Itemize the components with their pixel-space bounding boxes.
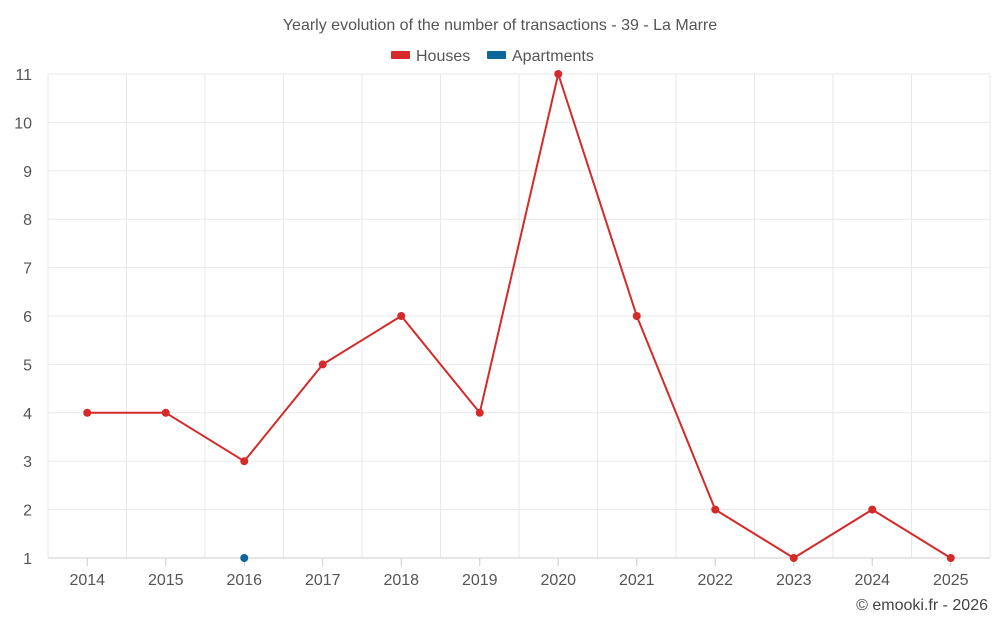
axis-layer: 1 2 3 4 5 6 7 8 9 10 11 2014 2015 2016 2017 2018 2019 202… xyxy=(14,67,990,589)
x-tick-label: 2021 xyxy=(619,572,655,589)
x-tick-label: 2017 xyxy=(305,572,341,589)
data-point-houses-2024[interactable] xyxy=(868,505,877,514)
y-tick-label: 11 xyxy=(15,67,32,84)
x-tick-label: 2018 xyxy=(383,572,419,589)
credit-text: © emooki.fr - 2026 xyxy=(856,597,988,614)
data-point-houses-2021[interactable] xyxy=(632,312,641,320)
data-point-apartments-2016[interactable] xyxy=(240,554,249,562)
y-tick-label: 10 xyxy=(14,115,32,132)
series-layer xyxy=(83,70,955,562)
data-point-houses-2015[interactable] xyxy=(161,408,170,417)
x-tick-label: 2014 xyxy=(69,572,105,589)
chart-title: Yearly evolution of the number of transa… xyxy=(283,17,717,34)
grid-layer xyxy=(47,73,991,559)
y-tick-label: 1 xyxy=(23,551,32,568)
data-point-houses-2020[interactable] xyxy=(554,70,563,78)
legend-swatch-houses xyxy=(391,51,410,59)
data-point-houses-2025[interactable] xyxy=(946,554,955,562)
x-tick-label: 2024 xyxy=(854,572,890,589)
data-point-houses-2016[interactable] xyxy=(240,457,249,466)
data-point-houses-2017[interactable] xyxy=(318,360,327,369)
y-tick-label: 8 xyxy=(23,212,32,229)
data-point-houses-2014[interactable] xyxy=(83,408,92,417)
legend-label-houses: Houses xyxy=(416,48,470,65)
y-tick-label: 9 xyxy=(23,164,32,181)
y-tick-label: 3 xyxy=(23,454,32,471)
x-tick-label: 2025 xyxy=(933,572,969,589)
legend-item-apartments[interactable]: Apartments xyxy=(487,48,594,65)
legend: Houses Apartments xyxy=(391,48,594,65)
x-tick-label: 2019 xyxy=(462,572,498,589)
y-tick-label: 6 xyxy=(23,309,32,326)
legend-item-houses[interactable]: Houses xyxy=(391,48,470,65)
y-tick-label: 4 xyxy=(23,406,32,423)
data-point-houses-2019[interactable] xyxy=(475,408,484,417)
y-tick-label: 2 xyxy=(23,503,32,520)
legend-swatch-apartments xyxy=(487,51,506,59)
x-tick-label: 2015 xyxy=(148,572,184,589)
data-point-houses-2018[interactable] xyxy=(397,312,406,320)
x-tick-label: 2020 xyxy=(540,572,576,589)
legend-label-apartments: Apartments xyxy=(512,48,594,65)
y-tick-label: 7 xyxy=(23,261,32,278)
data-point-houses-2022[interactable] xyxy=(711,505,720,514)
series-line-houses xyxy=(87,73,952,559)
x-tick-label: 2016 xyxy=(226,572,262,589)
data-point-houses-2023[interactable] xyxy=(789,554,798,562)
x-tick-label: 2023 xyxy=(776,572,812,589)
y-tick-label: 5 xyxy=(23,357,32,374)
x-tick-label: 2022 xyxy=(697,572,733,589)
